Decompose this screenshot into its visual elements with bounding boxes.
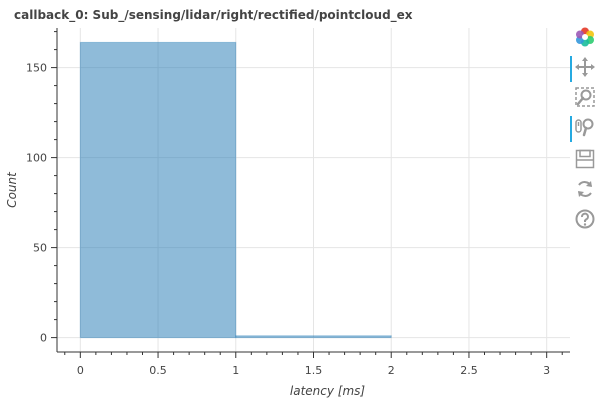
- help-icon: [575, 209, 595, 229]
- save-tool[interactable]: [570, 146, 600, 174]
- reset-icon: [578, 181, 592, 197]
- y-tick-label: 0: [40, 332, 47, 345]
- bars: [79, 41, 392, 339]
- x-tick-label: 1: [232, 364, 239, 377]
- x-tick-label: 2.5: [460, 364, 478, 377]
- bokeh-logo[interactable]: [570, 24, 600, 52]
- wheel-zoom-tool-active-indicator: [570, 116, 572, 142]
- histogram-bar-0: [79, 41, 237, 339]
- pan-tool[interactable]: [570, 54, 600, 82]
- x-tick-label: 1.5: [305, 364, 323, 377]
- pan-icon: [575, 57, 595, 77]
- save-icon: [575, 149, 595, 169]
- reset-tool[interactable]: [570, 176, 600, 204]
- bokeh-logo-icon: [576, 27, 594, 47]
- help-tool[interactable]: [570, 206, 600, 234]
- x-tick-label: 3: [543, 364, 550, 377]
- chart-title: callback_0: Sub_/sensing/lidar/right/rec…: [14, 8, 413, 22]
- box-zoom-tool[interactable]: [570, 84, 600, 112]
- histogram-bar-1: [235, 335, 392, 339]
- y-tick-label: 50: [33, 242, 47, 255]
- x-tick-label: 0.5: [149, 364, 167, 377]
- y-axis-label: Count: [5, 171, 19, 208]
- y-tick-label: 100: [26, 152, 47, 165]
- x-axis-label: latency [ms]: [290, 384, 366, 398]
- axes: 0 0.5 1 1.5 2 2.5 3 0 50 100 150: [26, 28, 570, 377]
- pan-tool-active-indicator: [570, 56, 572, 82]
- x-tick-label: 0: [77, 364, 84, 377]
- x-tick-label: 2: [388, 364, 395, 377]
- y-tick-label: 150: [26, 62, 47, 75]
- wheel-zoom-icon: [575, 118, 594, 137]
- box-zoom-icon: [575, 87, 595, 107]
- wheel-zoom-tool[interactable]: [570, 114, 600, 142]
- plot-toolbar: [570, 24, 600, 244]
